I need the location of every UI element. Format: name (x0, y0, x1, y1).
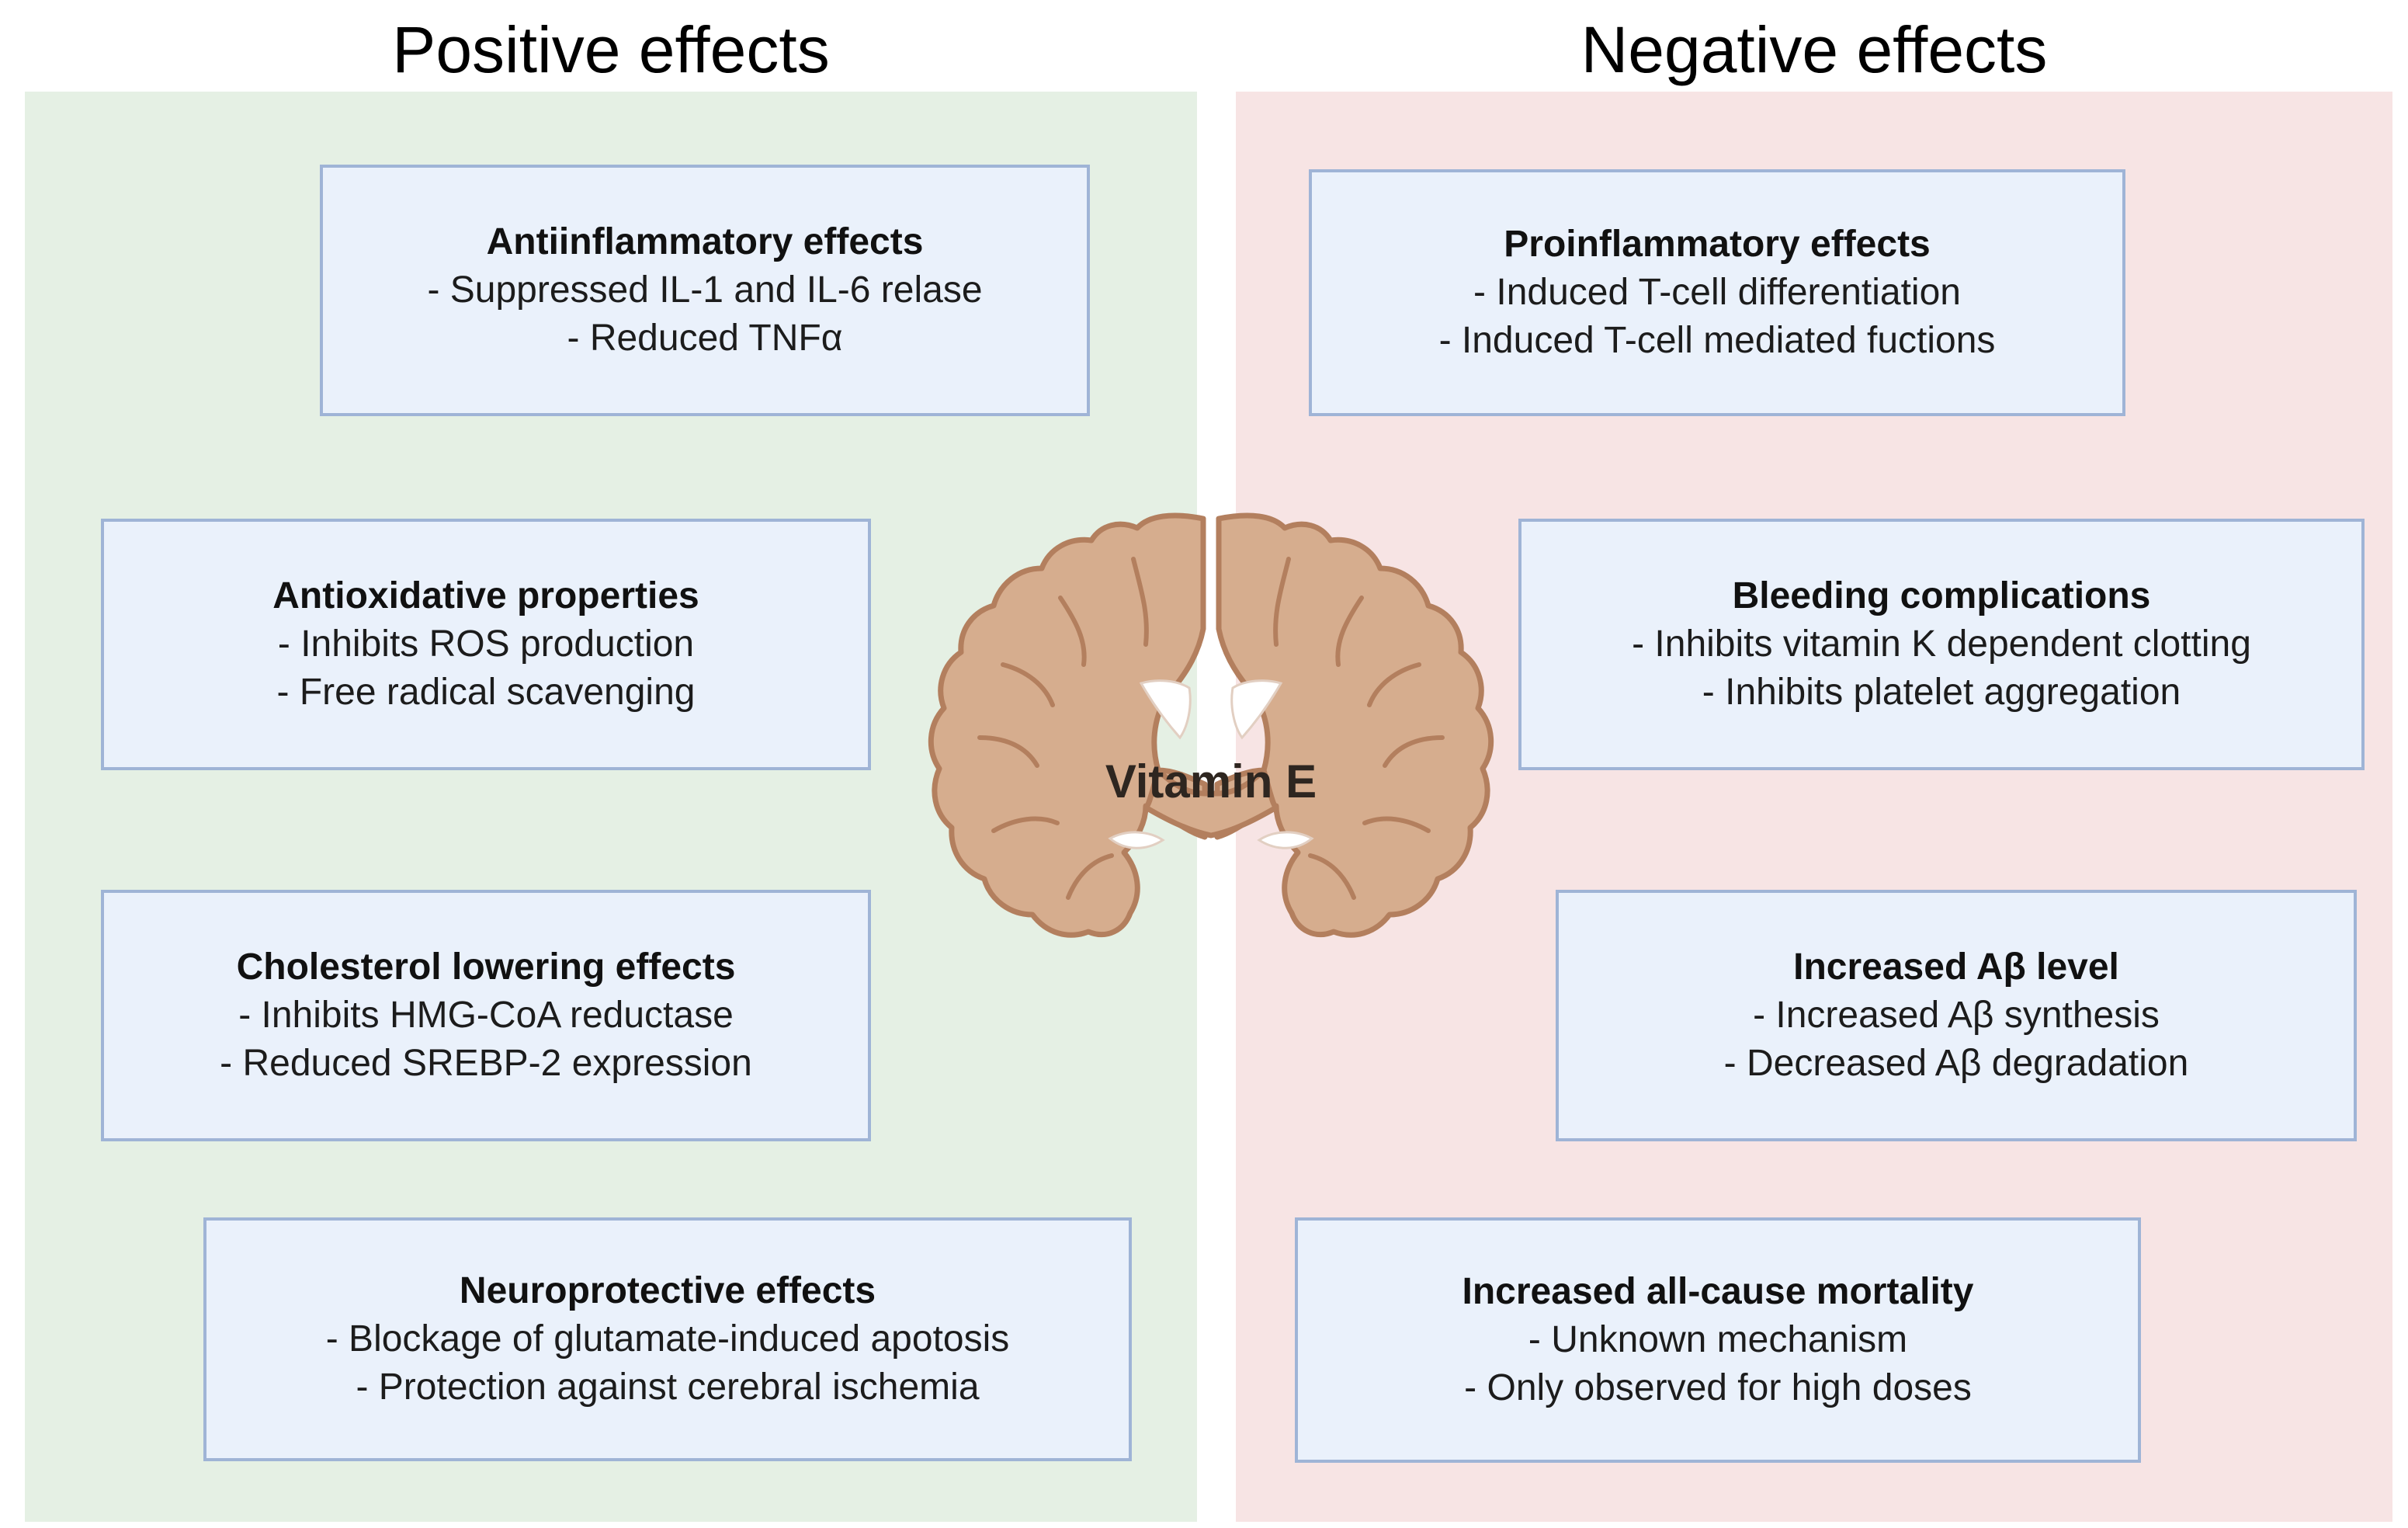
brain-icon (928, 512, 1494, 938)
box-line: - Inhibits HMG-CoA reductase (238, 995, 734, 1036)
antiinflammatory-effects-box: Antiinflammatory effects - Suppressed IL… (320, 165, 1090, 416)
box-title: Antioxidative properties (272, 575, 699, 616)
vitamin-e-label: Vitamin E (1105, 755, 1317, 807)
antioxidative-properties-box: Antioxidative properties - Inhibits ROS … (101, 519, 871, 770)
brain-right-hemisphere (1214, 512, 1494, 938)
box-title: Neuroprotective effects (459, 1270, 876, 1311)
sulcus (1367, 662, 1421, 707)
sulcus (1131, 557, 1149, 647)
lower-right-notch (1257, 831, 1314, 849)
box-line: - Suppressed IL-1 and IL-6 relase (427, 269, 983, 311)
box-line: - Blockage of glutamate-induced apotosis (325, 1318, 1010, 1360)
sulcus (1001, 662, 1055, 707)
increased-abeta-level-box: Increased Aβ level - Increased Aβ synthe… (1556, 890, 2357, 1141)
box-line: - Free radical scavenging (276, 672, 696, 713)
box-line: - Reduced TNFα (567, 318, 843, 359)
sulcus (1273, 557, 1291, 647)
box-line: - Unknown mechanism (1528, 1319, 1908, 1360)
box-title: Bleeding complications (1732, 575, 2151, 616)
box-title: Increased Aβ level (1793, 946, 2119, 988)
box-title: Cholesterol lowering effects (236, 946, 736, 988)
sulcus (991, 816, 1060, 833)
box-line: - Protection against cerebral ischemia (356, 1367, 980, 1408)
increased-mortality-box: Increased all-cause mortality - Unknown … (1295, 1217, 2141, 1463)
box-line: - Only observed for high doses (1464, 1367, 1972, 1408)
sulcus (1058, 596, 1087, 667)
box-line: - Inhibits vitamin K dependent clotting (1632, 623, 2251, 665)
box-title: Increased all-cause mortality (1462, 1271, 1974, 1312)
lower-left-notch (1108, 831, 1165, 849)
heading-negative-effects: Negative effects (1580, 13, 2048, 86)
sulcus (1362, 816, 1431, 833)
neuroprotective-effects-box: Neuroprotective effects - Blockage of gl… (203, 1217, 1132, 1461)
box-line: - Inhibits platelet aggregation (1702, 672, 2181, 713)
box-title: Antiinflammatory effects (486, 221, 924, 262)
box-title: Proinflammatory effects (1504, 224, 1931, 265)
proinflammatory-effects-box: Proinflammatory effects - Induced T-cell… (1309, 169, 2125, 416)
box-line: - Inhibits ROS production (277, 623, 695, 665)
box-line: - Increased Aβ synthesis (1753, 995, 2160, 1036)
box-line: - Decreased Aβ degradation (1723, 1043, 2189, 1084)
brain-center (1143, 767, 1279, 839)
brain-left-hemisphere (928, 512, 1208, 938)
box-line: - Reduced SREBP-2 expression (220, 1043, 752, 1084)
bleeding-complications-box: Bleeding complications - Inhibits vitami… (1518, 519, 2365, 770)
sulcus (1383, 735, 1445, 768)
sulcus (1066, 853, 1114, 900)
sulcus (1335, 596, 1364, 667)
sulcus (1308, 853, 1356, 900)
cholesterol-lowering-effects-box: Cholesterol lowering effects - Inhibits … (101, 890, 871, 1141)
heading-positive-effects: Positive effects (392, 13, 830, 86)
sulcus (977, 735, 1039, 768)
box-line: - Induced T-cell mediated fuctions (1438, 320, 1996, 361)
box-line: - Induced T-cell differentiation (1473, 272, 1961, 313)
right-ventricle (1230, 679, 1283, 740)
left-ventricle (1139, 679, 1192, 740)
